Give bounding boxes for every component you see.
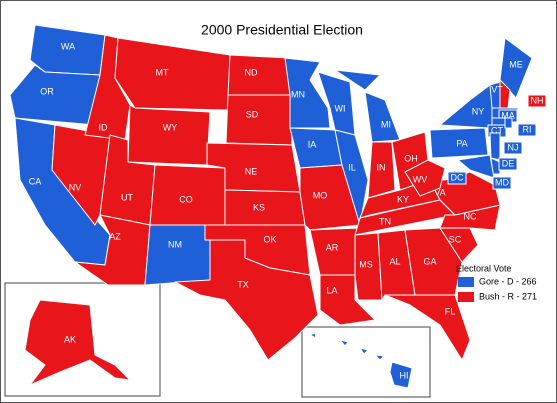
state-label: MS: [359, 259, 373, 269]
state-label: DE: [502, 158, 515, 168]
state-region: [284, 57, 331, 129]
state-label: AR: [326, 242, 339, 252]
state-label: ME: [509, 59, 523, 69]
alaska-inset: [4, 282, 161, 397]
state-label: FL: [445, 306, 456, 316]
state-label: TN: [379, 216, 391, 226]
state-label-box: [517, 123, 537, 137]
state-label: SD: [246, 109, 259, 119]
state-label: CT: [491, 125, 503, 135]
state-label: NJ: [508, 142, 519, 152]
state-region: [384, 294, 471, 361]
states: WA OR CA NV ID MT WY UT AZ CO NM ND SD NE KS OK TX MN IA MO…: [9, 24, 547, 389]
state-label: LA: [326, 285, 337, 295]
state-label: MA: [501, 110, 515, 120]
state-label: AL: [389, 256, 400, 266]
state-region: [144, 224, 211, 286]
state-region: [339, 339, 349, 347]
state-label: WA: [61, 41, 75, 51]
state-label: ID: [99, 122, 109, 132]
state-label: KS: [253, 202, 265, 212]
state-label: MT: [156, 67, 169, 77]
state-region: [127, 104, 211, 166]
map-title: 2000 Presidential Election: [201, 22, 363, 38]
state-region: [354, 232, 383, 301]
state-label: CO: [179, 194, 193, 204]
legend-swatch: [458, 277, 474, 287]
state-region: [334, 69, 381, 91]
legend-label: Gore - D - 266: [479, 276, 537, 286]
state-label: OK: [263, 234, 276, 244]
state-region: [389, 361, 413, 389]
state-region: [504, 117, 513, 129]
state-region: [404, 159, 446, 197]
state-region: [227, 54, 291, 96]
state-label: WI: [335, 103, 346, 113]
state-label: VT: [491, 84, 503, 94]
state-label: NM: [168, 239, 182, 249]
legend-label: Bush - R - 271: [479, 291, 537, 301]
state-label: KY: [397, 194, 409, 204]
state-region: [114, 37, 231, 111]
state-label: WV: [413, 174, 428, 184]
state-region: [174, 239, 319, 361]
legend-swatch: [458, 292, 474, 302]
state-label: UT: [121, 192, 133, 202]
state-label: VA: [434, 187, 445, 197]
state-label: DC: [451, 172, 464, 182]
state-label: PA: [456, 138, 467, 148]
state-label: IN: [377, 162, 386, 172]
hawaii-inset: [301, 326, 431, 398]
state-label: CA: [29, 176, 42, 186]
state-region: [489, 132, 501, 161]
state-region: [374, 354, 385, 361]
state-label: RI: [523, 124, 532, 134]
state-label: NE: [245, 166, 258, 176]
state-region: [367, 141, 396, 199]
state-label: AK: [64, 334, 76, 344]
state-label: NV: [69, 182, 82, 192]
state-label: NH: [531, 95, 544, 105]
state-region: [309, 332, 317, 339]
state-label-box: [503, 141, 523, 155]
state-label: SC: [449, 234, 462, 244]
state-label: NC: [464, 211, 477, 221]
state-label-box: [492, 176, 512, 190]
state-label: MO: [313, 190, 328, 200]
state-label-box: [447, 171, 467, 185]
state-region: [334, 129, 369, 226]
state-label: ND: [245, 67, 258, 77]
state-label: MI: [381, 119, 391, 129]
state-label: WY: [163, 122, 178, 132]
state-region: [24, 299, 131, 386]
state-label: OR: [40, 86, 54, 96]
state-label: NY: [472, 106, 485, 116]
state-label-box: [527, 94, 547, 108]
state-label-box: [498, 157, 518, 171]
state-label: AZ: [109, 231, 121, 241]
state-label: OH: [404, 153, 418, 163]
state-label: GA: [423, 256, 436, 266]
state-region: [499, 37, 533, 99]
state-label: MN: [291, 89, 305, 99]
state-region: [225, 94, 293, 146]
state-label: TX: [237, 279, 249, 289]
state-label: IA: [308, 139, 317, 149]
state-label: HI: [400, 370, 409, 380]
legend-title: Electoral Vote: [456, 263, 512, 273]
state-label: IL: [348, 162, 356, 172]
state-label: MD: [495, 177, 509, 187]
legend: Electoral Vote Gore - D - 266 Bush - R - …: [456, 263, 537, 302]
state-region: [359, 347, 369, 355]
